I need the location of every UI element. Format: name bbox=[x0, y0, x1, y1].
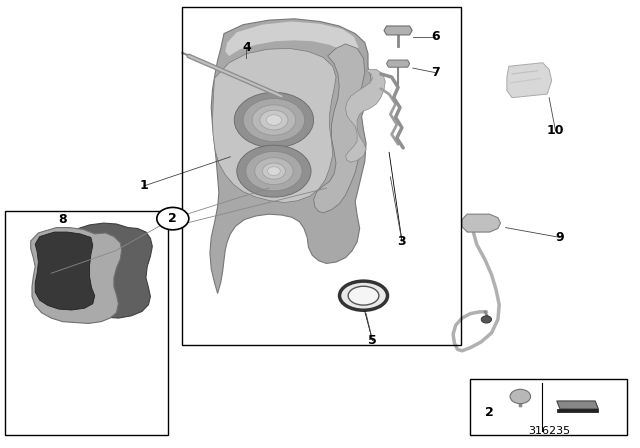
Text: 1: 1 bbox=[140, 179, 148, 193]
Polygon shape bbox=[72, 223, 152, 318]
Text: 5: 5 bbox=[368, 334, 377, 347]
Polygon shape bbox=[314, 44, 365, 213]
Text: 8: 8 bbox=[58, 213, 67, 226]
Circle shape bbox=[246, 151, 302, 191]
Bar bbox=[5, 211, 168, 435]
Bar bbox=[182, 7, 461, 345]
Text: 316235: 316235 bbox=[528, 426, 570, 436]
Polygon shape bbox=[35, 232, 95, 310]
Circle shape bbox=[510, 389, 531, 404]
Polygon shape bbox=[557, 401, 598, 409]
Polygon shape bbox=[31, 228, 122, 323]
Polygon shape bbox=[557, 409, 598, 412]
Circle shape bbox=[268, 167, 280, 176]
Text: 7: 7 bbox=[431, 66, 440, 79]
Bar bbox=[470, 379, 627, 435]
Text: 9: 9 bbox=[556, 231, 564, 244]
Text: 10: 10 bbox=[547, 124, 564, 138]
Circle shape bbox=[255, 158, 293, 185]
Circle shape bbox=[262, 163, 285, 179]
Polygon shape bbox=[462, 214, 500, 232]
Ellipse shape bbox=[348, 286, 379, 305]
Polygon shape bbox=[384, 26, 412, 35]
Polygon shape bbox=[346, 69, 385, 162]
Text: 2: 2 bbox=[485, 405, 494, 419]
Text: 2: 2 bbox=[168, 212, 177, 225]
Circle shape bbox=[481, 316, 492, 323]
Ellipse shape bbox=[339, 281, 388, 310]
Polygon shape bbox=[212, 48, 336, 202]
Polygon shape bbox=[210, 19, 371, 293]
Circle shape bbox=[266, 115, 282, 125]
Text: 4: 4 bbox=[242, 40, 251, 54]
Circle shape bbox=[260, 110, 288, 130]
Circle shape bbox=[234, 92, 314, 148]
Circle shape bbox=[157, 207, 189, 230]
Text: 3: 3 bbox=[397, 234, 406, 248]
Circle shape bbox=[237, 145, 311, 197]
Polygon shape bbox=[387, 60, 410, 67]
Text: 6: 6 bbox=[431, 30, 440, 43]
Circle shape bbox=[252, 105, 296, 135]
Circle shape bbox=[243, 99, 305, 142]
Polygon shape bbox=[225, 22, 358, 56]
Polygon shape bbox=[507, 63, 552, 98]
